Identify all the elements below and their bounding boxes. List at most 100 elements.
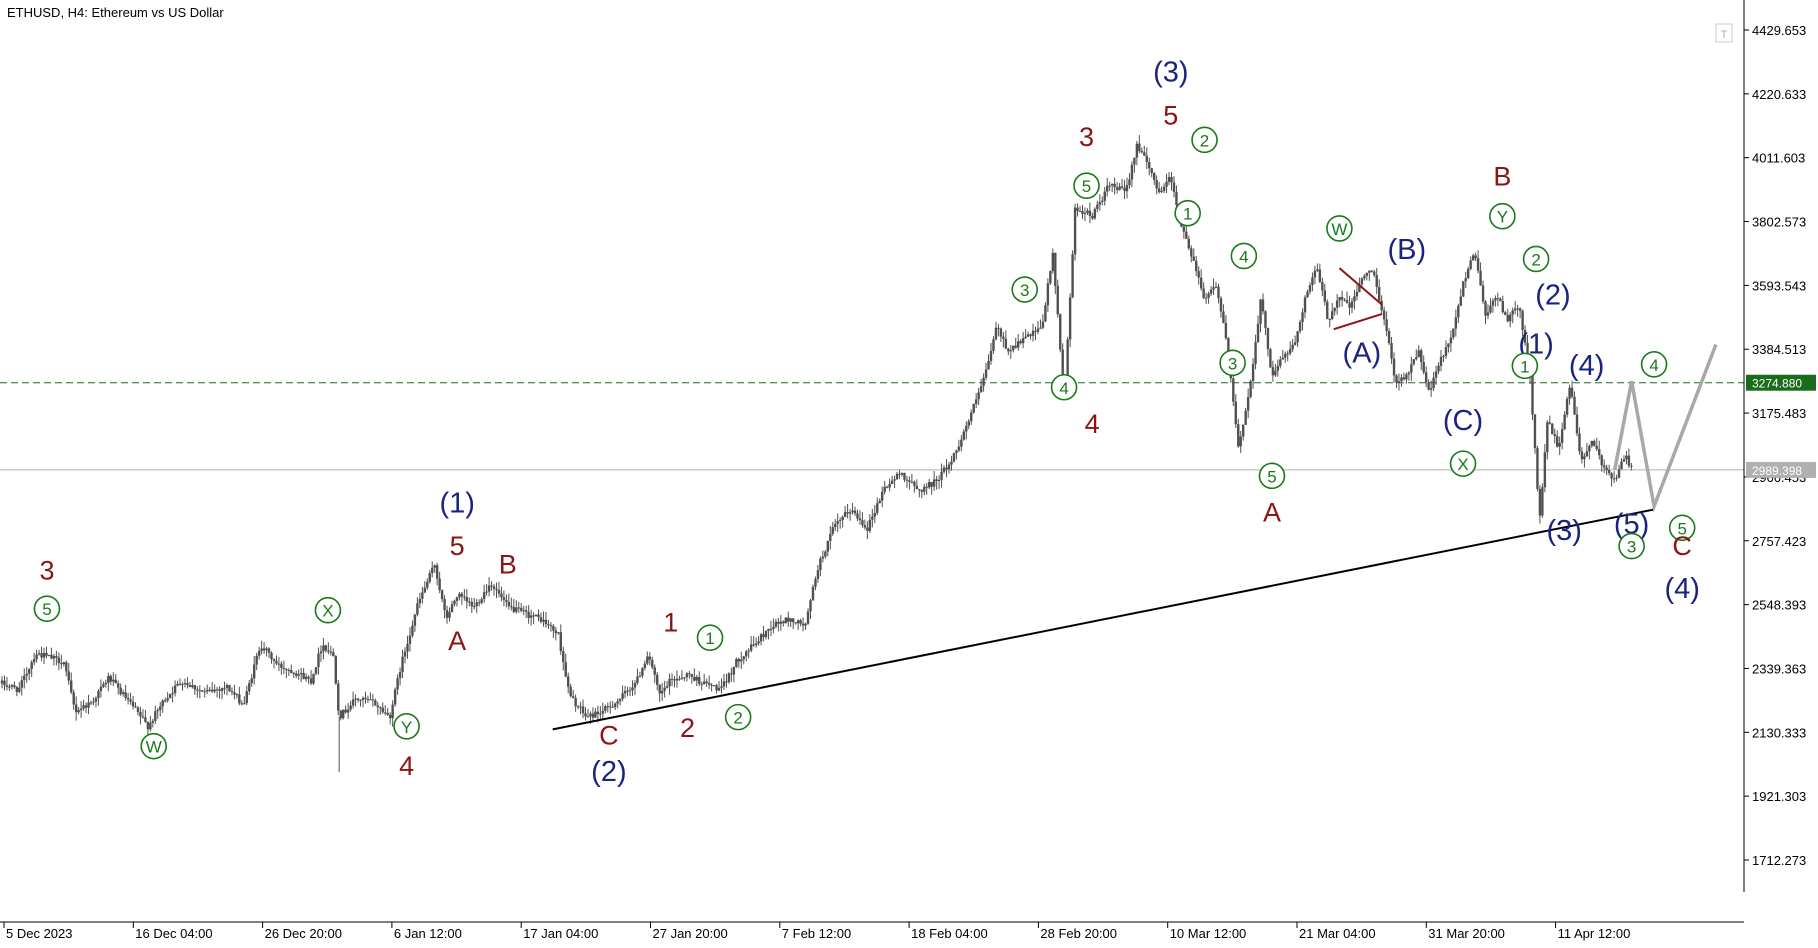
wave-label-text: 4 <box>1239 247 1248 266</box>
candle-body <box>359 699 362 701</box>
y-tick-label: 4220.633 <box>1752 87 1806 102</box>
candle-body <box>495 588 498 590</box>
candle-body <box>45 652 48 656</box>
candle-body <box>1375 275 1378 288</box>
candle-body <box>1081 210 1084 215</box>
candle-body <box>5 685 9 687</box>
candle-body <box>752 644 755 646</box>
candle-body <box>191 685 194 688</box>
candle-body <box>989 350 993 361</box>
candle-body <box>520 607 523 611</box>
candle-body <box>1162 186 1166 191</box>
candle-body <box>131 701 135 707</box>
current-price-badge <box>1746 461 1816 478</box>
wave-label-text: Y <box>401 718 412 737</box>
candle-body <box>1400 377 1403 382</box>
candle-body <box>821 556 825 559</box>
candle-body <box>591 713 595 718</box>
candle-body <box>727 673 731 683</box>
candle-body <box>1209 289 1213 294</box>
candle-body <box>1150 168 1153 174</box>
candle-body <box>1415 357 1418 360</box>
candle-body <box>705 681 708 683</box>
candle-body <box>885 486 889 488</box>
candle-body <box>1546 422 1549 453</box>
candle-body <box>1143 152 1146 156</box>
candle-body <box>450 604 454 613</box>
candle-body <box>1244 410 1247 425</box>
candle-body <box>648 656 651 660</box>
candle-body <box>1311 277 1314 286</box>
wave-circle <box>724 703 752 731</box>
candle-body <box>1288 349 1292 354</box>
candle-body <box>576 706 580 708</box>
wave-circle <box>1050 373 1078 401</box>
candle-body <box>354 698 357 700</box>
candle-body <box>1276 365 1280 371</box>
candle-body <box>154 711 157 721</box>
y-tick-label: 2757.423 <box>1752 534 1806 549</box>
wave-label-red: 1 <box>663 607 678 637</box>
candle-body <box>792 618 795 623</box>
candle-body <box>1204 297 1208 299</box>
wave-label-circled: 5 <box>1258 462 1286 490</box>
wave-label-circled: 3 <box>1011 276 1039 303</box>
wave-label-text: 2 <box>1200 131 1209 150</box>
candle-body <box>846 512 849 514</box>
candle-body <box>505 599 508 602</box>
triangle-line-1 <box>1338 267 1383 306</box>
wave-circle <box>393 713 420 740</box>
y-tick-label: 2130.333 <box>1752 725 1806 740</box>
wave-label-navy: (4) <box>1569 350 1604 382</box>
candle-body <box>1083 212 1087 215</box>
wave-label-navy: (2) <box>591 756 626 788</box>
candle-body <box>376 705 380 708</box>
candle-body <box>1494 298 1497 301</box>
candle-body <box>1227 338 1230 354</box>
wave-label-text: Y <box>1497 208 1508 227</box>
x-tick-label: 31 Mar 20:00 <box>1428 926 1505 941</box>
candle-body <box>1627 455 1631 466</box>
candle-body <box>1232 378 1235 402</box>
candle-body <box>344 709 347 713</box>
wave-label-navy: (3) <box>1546 515 1581 547</box>
candle-body <box>1486 312 1490 316</box>
candle-body <box>1157 188 1161 193</box>
candle-body <box>656 674 659 685</box>
candle-body <box>193 685 197 690</box>
candle-body <box>1056 285 1059 315</box>
candle-body <box>272 659 276 661</box>
candle-body <box>3 680 6 686</box>
candle-body <box>1377 287 1381 301</box>
candle-body <box>1021 338 1025 344</box>
candle-body <box>1402 377 1406 380</box>
candle-body <box>1607 470 1611 474</box>
candle-body <box>30 662 33 670</box>
candle-body <box>641 668 644 676</box>
candle-body <box>893 479 896 481</box>
candle-body <box>646 656 649 664</box>
candle-body <box>248 683 251 692</box>
wave-label-navy: (3) <box>1153 57 1188 89</box>
candle-body <box>210 689 214 692</box>
candle-body <box>1026 334 1030 337</box>
candle-body <box>974 399 978 404</box>
wave-label-navy: (C) <box>1443 405 1483 437</box>
candle-body <box>477 602 481 604</box>
candle-body <box>895 473 899 480</box>
corner-t-button[interactable] <box>1715 23 1733 43</box>
wave-label-circled: Y <box>1489 202 1516 230</box>
candle-body <box>994 327 998 340</box>
candle-body <box>1491 300 1495 306</box>
candle-body <box>201 690 204 692</box>
candle-body <box>67 671 70 681</box>
wave-label-red: 2 <box>680 713 695 743</box>
candle-body <box>1017 341 1020 348</box>
candle-body <box>596 711 600 715</box>
candle-body <box>621 693 624 699</box>
candle-body <box>1175 191 1178 205</box>
wave-label-navy: (A) <box>1343 338 1382 370</box>
candle-body <box>1536 448 1539 489</box>
y-tick-label: 1712.273 <box>1752 853 1806 868</box>
